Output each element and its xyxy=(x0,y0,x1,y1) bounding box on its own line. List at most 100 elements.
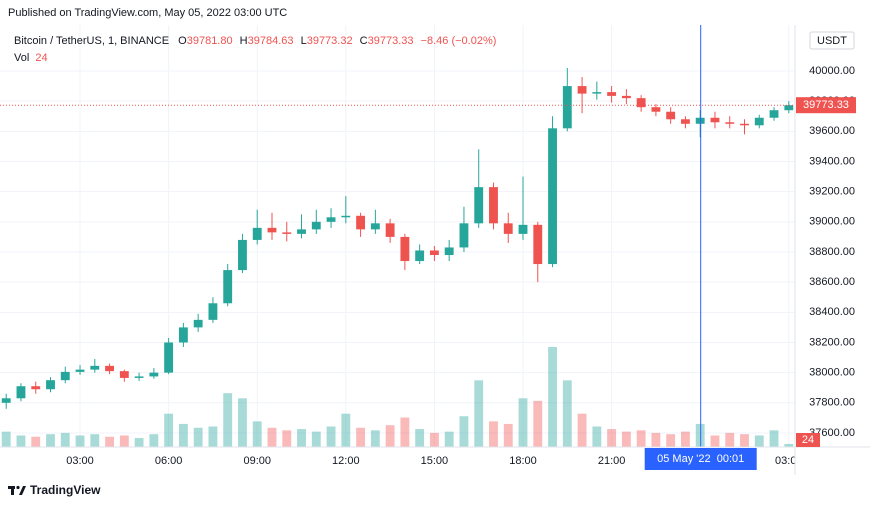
candle-body xyxy=(651,107,661,112)
candle-body xyxy=(90,365,100,370)
candle-body xyxy=(503,223,513,234)
candle-body xyxy=(149,372,159,377)
candle-body xyxy=(46,380,55,390)
volume-bar xyxy=(208,426,218,447)
volume-bar xyxy=(134,438,144,447)
volume-bar xyxy=(666,434,676,447)
candle-body xyxy=(740,123,749,126)
candle-body xyxy=(134,376,144,378)
candle-body xyxy=(326,217,336,222)
volume-bar xyxy=(681,431,690,447)
volume-bar xyxy=(577,413,587,447)
ohlc-value: 39773.33 xyxy=(368,35,414,47)
volume-bar xyxy=(636,430,646,447)
ohlc-value: 39781.80 xyxy=(187,35,233,47)
volume-bar xyxy=(178,423,188,447)
volume-bar xyxy=(725,432,735,447)
x-tick-label: 09:00 xyxy=(243,455,271,467)
volume-bar xyxy=(31,436,41,447)
candle-body xyxy=(297,229,306,234)
volume-bar xyxy=(149,434,159,447)
x-tick-label: 03:00 xyxy=(66,455,94,467)
volume-bar xyxy=(621,431,631,447)
symbol: Bitcoin / TetherUS, 1, BINANCE xyxy=(14,35,169,47)
volume-bar xyxy=(429,432,439,447)
crosshair-label: 05 May '22 00:01 xyxy=(657,453,744,465)
ohlc-key: C xyxy=(360,35,368,47)
candle-body xyxy=(754,117,764,126)
y-tick-label: 38400.00 xyxy=(809,306,855,318)
volume-bar xyxy=(223,393,233,447)
candle-body xyxy=(577,86,587,94)
y-tick-label: 39600.00 xyxy=(809,125,855,137)
candle-body xyxy=(356,215,366,230)
volume-bar xyxy=(60,432,70,447)
x-tick-label: 06:00 xyxy=(155,455,183,467)
volume-bar xyxy=(341,413,351,447)
volume-bar xyxy=(784,443,794,447)
candle-body xyxy=(252,227,262,240)
y-tick-label: 38200.00 xyxy=(809,336,855,348)
volume-value-label: 24 xyxy=(802,434,814,446)
ohlc-key: H xyxy=(240,35,248,47)
candle-body xyxy=(105,365,114,372)
candle-body xyxy=(223,270,233,304)
candle-body xyxy=(193,319,203,328)
volume-bar xyxy=(326,426,336,447)
volume-bar xyxy=(651,432,661,447)
volume-bar xyxy=(1,431,11,447)
candle-body xyxy=(429,250,439,256)
volume-bar xyxy=(503,423,513,447)
volume-bar xyxy=(710,435,720,447)
volume-bar xyxy=(75,435,85,447)
currency-button[interactable] xyxy=(809,31,855,50)
volume-bar xyxy=(267,427,277,447)
candle-body xyxy=(16,386,26,399)
candle-body xyxy=(784,105,794,111)
crosshair-box xyxy=(644,448,757,470)
volume-bar xyxy=(46,434,55,447)
last-price-box xyxy=(796,97,856,114)
volume-value-box xyxy=(796,433,820,447)
volume-bar xyxy=(740,434,749,447)
candle-body xyxy=(444,247,454,256)
candle-body xyxy=(119,371,129,378)
volume-bar xyxy=(754,435,764,447)
candle-body xyxy=(178,327,188,343)
volume-bar xyxy=(474,380,484,447)
candle-body xyxy=(385,223,395,237)
brand: TradingView xyxy=(30,483,101,497)
volume-legend: Vol 24 xyxy=(14,52,48,64)
volume-key: Vol xyxy=(14,52,29,64)
candle-body xyxy=(592,92,602,94)
y-tick-label: 39400.00 xyxy=(809,155,855,167)
volume-bar xyxy=(533,400,543,447)
candle-body xyxy=(607,92,617,96)
candle-body xyxy=(75,369,85,372)
volume-bar xyxy=(385,425,395,447)
volume-bar xyxy=(607,429,617,447)
candle-body xyxy=(341,215,351,218)
candle-body xyxy=(474,187,484,224)
candle-body xyxy=(621,95,631,99)
candle-body xyxy=(370,223,380,230)
volume-bar xyxy=(282,430,292,447)
candle-body xyxy=(681,119,690,124)
volume-bar xyxy=(16,435,26,447)
candle-body xyxy=(533,224,543,265)
y-tick-label: 39200.00 xyxy=(809,186,855,198)
volume-value: 24 xyxy=(35,52,47,64)
volume-bar xyxy=(105,436,114,447)
change: −8.46 (−0.02%) xyxy=(421,35,497,47)
volume-bar xyxy=(356,427,366,447)
y-tick-label: 40000.00 xyxy=(809,65,855,77)
ohlc-key: O xyxy=(178,35,187,47)
currency[interactable]: USDT xyxy=(817,35,847,47)
candle-body xyxy=(548,128,557,265)
candle-body xyxy=(710,117,720,123)
candle-body xyxy=(769,110,779,118)
volume-bar xyxy=(297,429,306,447)
candle-body xyxy=(666,111,676,120)
candle-body xyxy=(415,250,425,262)
